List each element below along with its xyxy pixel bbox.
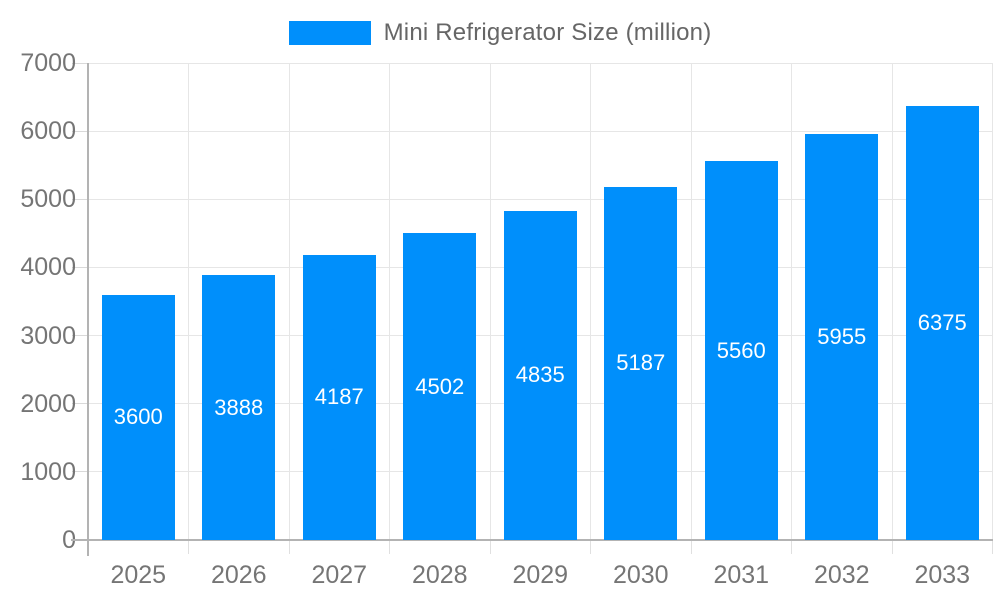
chart-legend: Mini Refrigerator Size (million)	[0, 16, 1000, 50]
legend-item[interactable]: Mini Refrigerator Size (million)	[288, 19, 712, 47]
bar	[202, 275, 276, 540]
x-axis-tick-label: 2033	[914, 561, 971, 589]
x-gridline	[791, 63, 792, 540]
y-gridline	[88, 130, 993, 132]
legend-label: Mini Refrigerator Size (million)	[383, 19, 712, 46]
x-axis-tick	[489, 540, 491, 554]
x-axis-tick-label: 2029	[512, 561, 569, 589]
bar-value-label: 4187	[314, 384, 364, 410]
x-gridline	[590, 63, 591, 540]
y-axis-tick-label: 2000	[20, 389, 76, 418]
bar	[101, 294, 175, 540]
x-axis-tick	[590, 540, 591, 554]
x-gridline	[188, 63, 189, 540]
bar-value-label: 5955	[817, 324, 867, 350]
y-axis-tick	[72, 130, 88, 132]
bar	[805, 134, 879, 540]
x-axis-tick-label: 2032	[813, 561, 870, 589]
x-gridline	[288, 63, 290, 540]
x-axis-tick-label: 2031	[713, 561, 770, 589]
y-axis-tick-label: 6000	[20, 117, 76, 146]
x-gridline	[992, 63, 993, 540]
bar-value-label: 5187	[616, 350, 666, 376]
bar-value-label: 3888	[214, 394, 264, 420]
y-gridline	[88, 62, 993, 64]
x-gridline	[489, 63, 491, 540]
y-axis-tick	[72, 335, 88, 337]
bar-value-label: 6375	[917, 309, 967, 335]
y-axis-tick-label: 4000	[20, 253, 76, 282]
x-axis-tick-label: 2028	[411, 561, 468, 589]
x-axis-tick	[791, 540, 792, 554]
y-axis-line	[87, 63, 89, 556]
y-axis-tick	[72, 266, 88, 268]
bar	[704, 161, 778, 540]
x-axis-tick	[690, 540, 692, 554]
legend-swatch	[288, 21, 371, 45]
bar	[905, 105, 979, 540]
y-axis-tick-label: 7000	[20, 49, 76, 77]
y-axis-tick-label: 0	[62, 526, 76, 554]
y-axis-tick-label: 1000	[20, 457, 76, 486]
x-gridline	[389, 63, 390, 540]
y-axis-tick	[72, 198, 88, 200]
x-axis-line	[71, 539, 993, 541]
x-axis-tick	[188, 540, 189, 554]
x-axis-tick-label: 2027	[311, 561, 368, 589]
y-axis-tick	[72, 471, 88, 473]
x-axis-tick	[992, 540, 993, 554]
x-axis-tick	[389, 540, 390, 554]
x-axis-tick	[288, 540, 290, 554]
y-gridline	[88, 198, 993, 200]
x-gridline	[891, 63, 893, 540]
y-axis-tick	[72, 62, 88, 64]
y-axis-tick-label: 5000	[20, 185, 76, 214]
x-axis-tick-label: 2026	[210, 561, 267, 589]
x-axis-tick-label: 2025	[110, 561, 167, 589]
bar-value-label: 3600	[113, 404, 163, 430]
bar-value-label: 4835	[515, 362, 565, 388]
x-gridline	[690, 63, 692, 540]
bar	[403, 233, 477, 540]
bar-value-label: 4502	[415, 373, 465, 399]
x-axis-tick-label: 2030	[612, 561, 669, 589]
y-axis-tick-label: 3000	[20, 321, 76, 350]
bar	[503, 210, 577, 540]
bar-value-label: 5560	[716, 337, 766, 363]
y-axis-tick	[72, 403, 88, 405]
x-axis-tick	[891, 540, 893, 554]
bar	[302, 254, 376, 540]
bar	[604, 186, 678, 540]
